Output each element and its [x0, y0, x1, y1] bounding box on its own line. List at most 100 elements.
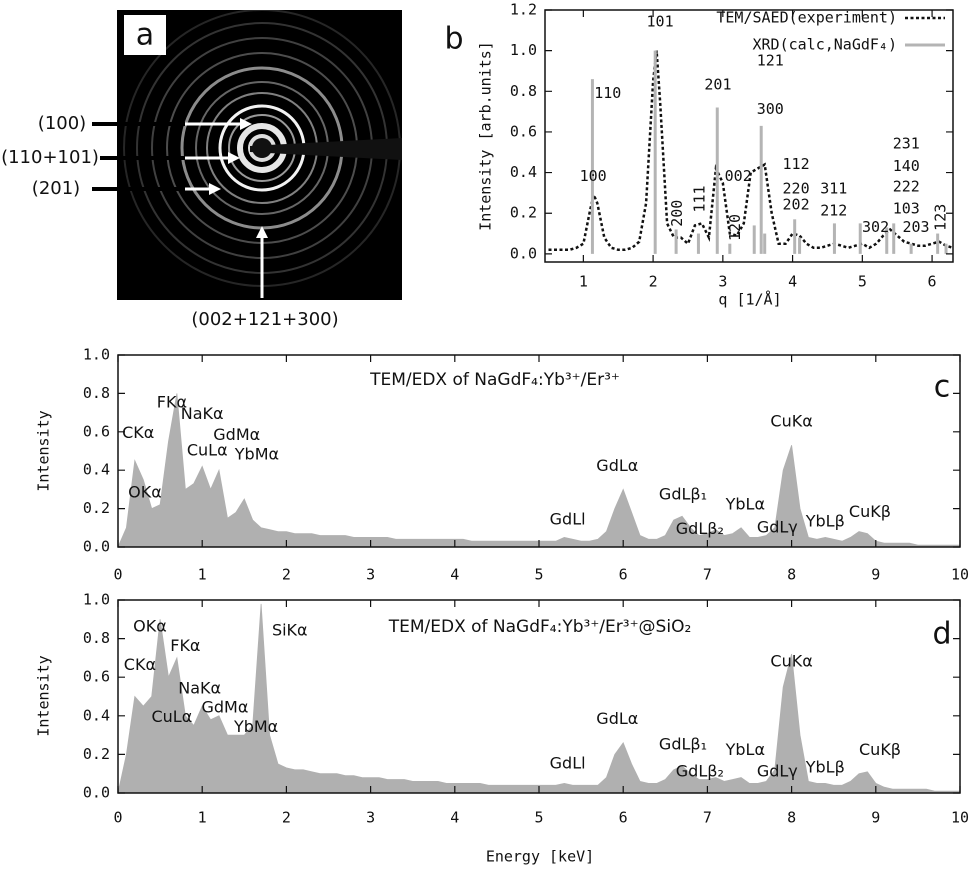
peak-label: 202	[783, 196, 810, 214]
peak-label: GdLl	[550, 510, 586, 529]
peak-label: GdMα	[213, 425, 260, 444]
y-tick-label: 0.4	[510, 163, 537, 181]
x-tick-label: 8	[787, 566, 796, 584]
y-tick-label: 0.6	[83, 422, 110, 440]
panel-label-box	[124, 15, 166, 55]
peak-label: 302	[862, 218, 889, 236]
peak-label: 300	[757, 100, 784, 118]
x-tick-label: 4	[450, 809, 459, 827]
peak-label: GdLl	[550, 754, 586, 773]
chart-title: TEM/EDX of NaGdF₄:Yb³⁺/Er³⁺	[369, 370, 620, 390]
chart-title: TEM/EDX of NaGdF₄:Yb³⁺/Er³⁺@SiO₂	[388, 617, 692, 637]
ring-label: (002+121+300)	[191, 309, 338, 330]
spectrum-area	[117, 603, 961, 794]
peak-label: 222	[893, 177, 920, 195]
peak-label: 200	[668, 200, 686, 227]
x-tick-label: 2	[282, 809, 291, 827]
x-axis-label: q [1/Å]	[718, 290, 781, 309]
panel-label: b	[444, 22, 463, 57]
x-tick-label: 0	[113, 809, 122, 827]
x-tick-label: 10	[951, 566, 969, 584]
x-tick-label: 4	[450, 566, 459, 584]
peak-label: YbMα	[233, 717, 278, 736]
y-tick-label: 0.6	[83, 668, 110, 686]
x-tick-label: 2	[282, 566, 291, 584]
peak-label: GdLβ₁	[659, 734, 707, 753]
peak-label: NaKα	[178, 678, 221, 697]
peak-label: CuLα	[187, 441, 228, 460]
x-tick-label: 7	[703, 809, 712, 827]
y-axis-label: Intensity	[35, 410, 53, 491]
peak-label: 121	[757, 51, 784, 69]
peak-label: 201	[704, 76, 731, 94]
y-axis-label: Intensity	[35, 655, 53, 736]
x-tick-label: 6	[619, 566, 628, 584]
panel-b: 0.00.20.40.60.81.01.21 2 3 4 5 6bq [1/Å]Inten…	[444, 1, 954, 309]
peak-label: GdLβ₂	[676, 519, 724, 538]
y-axis-label: Intensity [arb.units]	[477, 41, 495, 231]
peak-label: 101	[647, 13, 674, 31]
y-tick-label: 0.0	[83, 784, 110, 802]
legend-label: TEM/SAED(experiment)	[716, 9, 897, 27]
peak-label: CuKβ	[859, 740, 901, 759]
peak-label: GdLβ₁	[659, 485, 707, 504]
panel-label: d	[932, 617, 951, 652]
x-tick-label: 7	[703, 566, 712, 584]
x-tick-label: 9	[871, 809, 880, 827]
saed-curve	[548, 50, 954, 252]
peak-label: GdLγ	[757, 517, 798, 536]
y-tick-label: 1.2	[510, 1, 537, 19]
peak-label: 002	[725, 167, 752, 185]
peak-label: OKα	[133, 617, 167, 636]
x-tick-label: 1	[198, 809, 207, 827]
y-tick-label: 1.0	[83, 591, 110, 609]
peak-label: 112	[783, 155, 810, 173]
peak-label: NaKα	[181, 404, 224, 423]
x-tick-label: 1	[579, 273, 588, 291]
x-tick-label: 5	[534, 566, 543, 584]
beam-stop-center	[252, 138, 272, 158]
peak-label: 140	[893, 157, 920, 175]
peak-label: GdLγ	[757, 761, 798, 780]
plot-frame	[544, 9, 954, 263]
y-tick-label: 0.8	[83, 384, 110, 402]
y-tick-label: 1.0	[83, 346, 110, 364]
peak-label: 123	[932, 204, 950, 231]
y-tick-label: 0.2	[83, 745, 110, 763]
x-tick-label: 1	[198, 566, 207, 584]
beam-stop	[250, 138, 402, 160]
peak-label: CuKβ	[849, 502, 891, 521]
y-tick-label: 0.4	[83, 461, 110, 479]
peak-label: 103	[893, 200, 920, 218]
peak-label: 120	[726, 214, 744, 241]
peak-label: CuKα	[770, 651, 812, 670]
x-axis-label: Energy [keV]	[486, 848, 594, 866]
y-tick-label: 0.0	[510, 244, 537, 262]
panel-c: 0.0 0.2 0.4 0.6 0.8 1.0 0 1 2 3 4 5 6 7 8 9 10 c TEM/EDX o…	[35, 346, 970, 584]
x-tick-label: 3	[718, 273, 727, 291]
x-tick-label: 2	[649, 273, 658, 291]
peak-label: YbMα	[234, 444, 279, 463]
peak-label: 220	[783, 179, 810, 197]
peak-label: GdMα	[201, 698, 248, 717]
y-tick-label: 0.6	[510, 122, 537, 140]
x-tick-label: 6	[928, 273, 937, 291]
ring-label: (201)	[32, 178, 80, 199]
y-tick-label: 0.2	[510, 204, 537, 222]
peak-label: GdLβ₂	[676, 761, 724, 780]
ring-label: (100)	[38, 113, 86, 134]
peak-label: GdLα	[596, 709, 638, 728]
peak-label: FKα	[157, 393, 187, 412]
x-tick-label: 4	[788, 273, 797, 291]
peak-label: CKα	[122, 423, 154, 442]
peak-label: YbLα	[725, 740, 765, 759]
panel-d: 0.0 0.2 0.4 0.6 0.8 1.0 0 1 2 3 4 5 6 7 8 9 10 d TEM/EDX o…	[35, 591, 970, 866]
peak-label: CuLα	[151, 707, 192, 726]
y-tick-label: 0.4	[83, 706, 110, 724]
panel-label: a	[136, 18, 154, 53]
annotation-lines	[92, 118, 345, 300]
peak-label: FKα	[170, 636, 200, 655]
peak-label: CKα	[124, 655, 156, 674]
peak-label: GdLα	[596, 456, 638, 475]
